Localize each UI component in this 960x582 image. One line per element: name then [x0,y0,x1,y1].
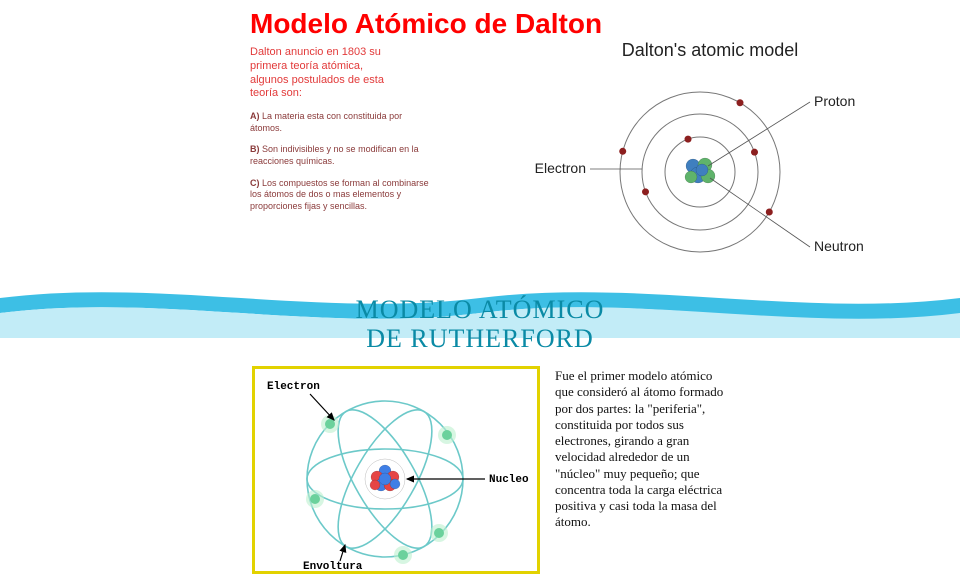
postulate-a: A) La materia esta con constituida por á… [250,111,430,134]
svg-text:Electron: Electron [535,160,586,176]
postulate-c: C) Los compuestos se forman al combinars… [250,178,430,213]
dalton-intro: Dalton anuncio en 1803 su primera teoría… [250,46,400,101]
postulate-c-text: Los compuestos se forman al combinarse l… [250,178,429,211]
svg-text:Electron: Electron [267,381,320,393]
postulate-b-text: Son indivisibles y no se modifican en la… [250,144,419,166]
postulate-c-letter: C) [250,178,260,188]
dalton-diagram: Dalton's atomic model Proton Electron Neut… [530,40,890,270]
postulate-a-letter: A) [250,111,260,121]
rutherford-title-line2: DE RUTHERFORD [366,324,594,353]
svg-text:Envoltura: Envoltura [303,561,363,571]
dalton-postulates: A) La materia esta con constituida por á… [250,111,430,213]
rutherford-text: Fue el primer modelo atómico que conside… [555,368,730,531]
postulate-b-letter: B) [250,144,260,154]
rutherford-title: MODELO ATÓMICO DE RUTHERFORD [0,296,960,353]
dalton-title: Modelo Atómico de Dalton [250,8,960,40]
svg-text:Proton: Proton [814,93,855,109]
rutherford-atom-svg: Electron Nucleo Envoltura [255,369,537,571]
rutherford-title-line1: MODELO ATÓMICO [356,295,605,324]
postulate-b: B) Son indivisibles y no se modifican en… [250,144,430,167]
dalton-atom-svg: Proton Electron Neutron [530,67,890,267]
dalton-diagram-title: Dalton's atomic model [530,40,890,61]
svg-text:Neutron: Neutron [814,238,864,254]
postulate-a-text: La materia esta con constituida por átom… [250,111,402,133]
rutherford-diagram-box: Electron Nucleo Envoltura [252,366,540,574]
svg-text:Nucleo: Nucleo [489,474,529,486]
dalton-section: Modelo Atómico de Dalton Dalton anuncio … [0,0,960,288]
